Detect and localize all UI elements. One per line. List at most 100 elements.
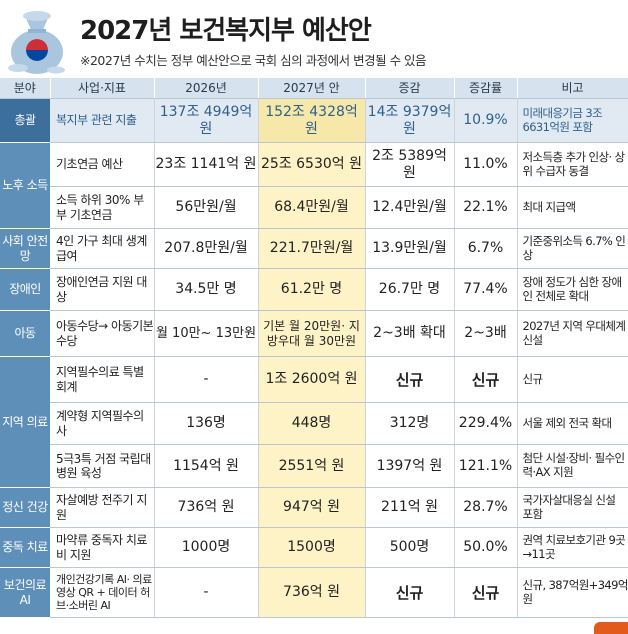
note-cell: 신규	[517, 356, 628, 403]
change-cell: 13.9만원/월	[365, 228, 455, 269]
item-cell: 개인건강기록 AI· 의료영상 QR + 데이터 허브·소버린 AI	[50, 567, 155, 618]
change-cell: 신규	[365, 356, 455, 403]
brand-accent-mark	[594, 622, 628, 634]
column-header: 사업·지표	[50, 78, 155, 99]
change-cell: 2~3배 확대	[365, 310, 455, 357]
note-cell: 최대 지급액	[517, 186, 628, 229]
item-cell: 복지부 관련 지출	[50, 98, 155, 143]
header: 2027년 보건복지부 예산안 ※2027년 수치는 정부 예산안으로 국회 심…	[0, 0, 628, 78]
note-cell: 신규, 387억원+349억원	[517, 567, 628, 618]
y2026-cell: 137조 4949억 원	[154, 98, 259, 143]
budget-table: 분야 사업·지표 2026년 2027년 안 증감 증감률 비고 총괄 복지부 …	[0, 78, 628, 618]
item-cell: 자살예방 전주기 지원	[50, 487, 155, 528]
rate-cell: 11.0%	[454, 142, 518, 187]
change-cell: 1397억 원	[365, 444, 455, 488]
change-cell: 500명	[365, 527, 455, 568]
y2026-cell: 34.5만 명	[154, 268, 259, 311]
item-cell: 기초연금 예산	[50, 142, 155, 187]
rate-cell: 22.1%	[454, 186, 518, 229]
change-cell: 211억 원	[365, 487, 455, 528]
category-cell: 지역 의료	[0, 356, 50, 488]
y2027-cell: 68.4만원/월	[258, 186, 366, 229]
y2026-cell: 1000명	[154, 527, 259, 568]
y2026-cell: 월 10만~ 13만원	[154, 310, 259, 357]
table-row: 중독 치료 마약류 중독자 치료비 지원 1000명 1500명 500명 50…	[0, 527, 628, 568]
category-cell: 보건의료 AI	[0, 567, 50, 618]
table-row: 노후 소득 기초연금 예산 23조 1141억 원 25조 6530억 원 2조…	[0, 142, 628, 229]
note-cell: 기준중위소득 6.7% 인상	[517, 228, 628, 269]
change-cell: 14조 9379억 원	[365, 98, 455, 143]
item-cell: 계약형 지역필수의사	[50, 402, 155, 445]
y2026-cell: 23조 1141억 원	[154, 142, 259, 187]
note-cell: 미래대응기금 3조6631억원 포함	[517, 98, 628, 143]
table-row: 계약형 지역필수의사 136명 448명 312명 229.4% 서울 제외 전…	[0, 402, 628, 445]
column-header: 분야	[0, 78, 51, 99]
y2027-cell: 448명	[258, 402, 366, 445]
rate-cell: 28.7%	[454, 487, 518, 528]
item-cell: 장애인연금 지원 대상	[50, 268, 155, 311]
y2026-cell: 736억 원	[154, 487, 259, 528]
item-cell: 4인 가구 최대 생계급여	[50, 228, 155, 269]
item-cell: 마약류 중독자 치료비 지원	[50, 527, 155, 568]
y2027-cell: 25조 6530억 원	[258, 142, 366, 187]
table-row: 아동 아동수당→ 아동기본수당 월 10만~ 13만원 기본 월 20만원· 지…	[0, 310, 628, 357]
item-cell: 소득 하위 30% 부부 기초연금	[50, 186, 155, 229]
change-cell: 신규	[365, 567, 455, 618]
category-cell: 정신 건강	[0, 487, 50, 528]
table-header-row: 분야 사업·지표 2026년 2027년 안 증감 증감률 비고	[0, 78, 628, 99]
item-cell: 지역필수의료 특별회계	[50, 356, 155, 403]
category-cell: 사회 안전망	[0, 228, 50, 269]
rate-cell: 77.4%	[454, 268, 518, 311]
note-cell: 국가자살대응실 신설 포함	[517, 487, 628, 528]
category-cell: 아동	[0, 310, 50, 357]
y2027-cell: 1조 2600억 원	[258, 356, 366, 403]
rate-cell: 2~3배	[454, 310, 518, 357]
rate-cell: 229.4%	[454, 402, 518, 445]
table-row: 보건의료 AI 개인건강기록 AI· 의료영상 QR + 데이터 허브·소버린 …	[0, 567, 628, 618]
y2027-cell: 736억 원	[258, 567, 366, 618]
category-cell: 총괄	[0, 98, 50, 143]
y2027-cell: 947억 원	[258, 487, 366, 528]
y2026-cell: 56만원/월	[154, 186, 259, 229]
column-header: 2026년	[154, 78, 259, 99]
table-row: 5극3특 거점 국립대병원 육성 1154억 원 2551억 원 1397억 원…	[0, 444, 628, 488]
table-row: 정신 건강 자살예방 전주기 지원 736억 원 947억 원 211억 원 2…	[0, 487, 628, 528]
rate-cell: 50.0%	[454, 527, 518, 568]
y2027-cell: 1500명	[258, 527, 366, 568]
money-bag-icon	[8, 11, 65, 74]
note-cell: 2027년 지역 우대체계 신설	[517, 310, 628, 357]
y2027-cell: 152조 4328억 원	[258, 98, 366, 143]
note-cell: 서울 제외 전국 확대	[517, 402, 628, 445]
category-cell: 중독 치료	[0, 527, 50, 568]
note-cell: 저소득층 추가 인상· 상위 수급자 동결	[517, 142, 628, 187]
change-cell: 312명	[365, 402, 455, 445]
table-row: 사회 안전망 4인 가구 최대 생계급여 207.8만원/월 221.7만원/월…	[0, 228, 628, 269]
rate-cell: 신규	[454, 356, 518, 403]
y2027-cell: 221.7만원/월	[258, 228, 366, 269]
y2027-cell: 2551억 원	[258, 444, 366, 488]
change-cell: 2조 5389억 원	[365, 142, 455, 187]
note-cell: 첨단 시설·장비· 필수인력·AX 지원	[517, 444, 628, 488]
category-cell: 장애인	[0, 268, 50, 311]
table-row: 소득 하위 30% 부부 기초연금 56만원/월 68.4만원/월 12.4만원…	[0, 186, 628, 229]
y2026-cell: -	[154, 356, 259, 403]
change-cell: 26.7만 명	[365, 268, 455, 311]
y2027-cell: 기본 월 20만원· 지방우대 월 30만원	[258, 310, 366, 357]
note-cell: 권역 치료보호기관 9곳→11곳	[517, 527, 628, 568]
y2026-cell: -	[154, 567, 259, 618]
rate-cell: 신규	[454, 567, 518, 618]
table-row: 지역 의료 지역필수의료 특별회계 - 1조 2600억 원 신규 신규 신규	[0, 356, 628, 488]
item-cell: 아동수당→ 아동기본수당	[50, 310, 155, 357]
change-cell: 12.4만원/월	[365, 186, 455, 229]
y2026-cell: 136명	[154, 402, 259, 445]
y2026-cell: 207.8만원/월	[154, 228, 259, 269]
note-cell: 장애 정도가 심한 장애인 전체로 확대	[517, 268, 628, 311]
item-cell: 5극3특 거점 국립대병원 육성	[50, 444, 155, 488]
rate-cell: 121.1%	[454, 444, 518, 488]
page-title: 2027년 보건복지부 예산안	[80, 16, 372, 46]
y2026-cell: 1154억 원	[154, 444, 259, 488]
page-subtitle: ※2027년 수치는 정부 예산안으로 국회 심의 과정에서 변경될 수 있음	[80, 53, 427, 68]
table-row: 장애인 장애인연금 지원 대상 34.5만 명 61.2만 명 26.7만 명 …	[0, 268, 628, 311]
rate-cell: 10.9%	[454, 98, 518, 143]
y2027-cell: 61.2만 명	[258, 268, 366, 311]
